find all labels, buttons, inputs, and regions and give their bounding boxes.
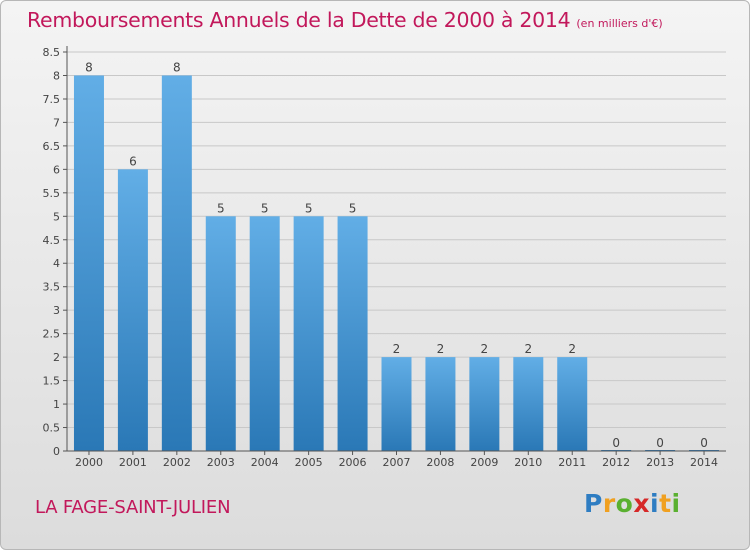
y-tick-label: 1 [53,398,60,411]
y-tick-label: 4 [53,257,60,270]
commune-name: LA FAGE-SAINT-JULIEN [35,497,231,518]
x-tick-label: 2002 [163,456,191,469]
proxiti-logo: Proxiti [584,489,681,518]
x-tick-label: 2014 [690,456,718,469]
data-label: 8 [85,60,93,74]
logo-letter: i [650,489,660,518]
bar [513,357,544,451]
y-tick-label: 2.5 [43,328,61,341]
logo-letter: P [584,489,603,518]
chart-title-block: Remboursements Annuels de la Dette de 20… [27,8,663,32]
y-tick-label: 7.5 [43,93,61,106]
data-label: 2 [524,342,532,356]
data-label: 8 [173,60,181,74]
y-tick-label: 6 [53,163,60,176]
x-tick-label: 2000 [75,456,103,469]
logo-letter: o [615,489,634,518]
logo-letter: t [659,489,672,518]
data-label: 2 [568,342,576,356]
y-tick-label: 0 [53,445,60,458]
bar [293,216,324,451]
data-label: 2 [481,342,489,356]
axes [63,46,726,455]
bar [161,75,192,452]
y-tick-label: 5.5 [43,187,61,200]
bar [205,216,236,451]
bar [425,357,456,451]
data-label: 6 [129,154,137,168]
bar [117,169,148,451]
data-label: 5 [261,201,269,215]
data-label: 5 [217,201,225,215]
y-tick-label: 6.5 [43,140,61,153]
bar [557,357,588,451]
x-tick-label: 2004 [251,456,279,469]
bar [469,357,500,451]
labels: 00.511.522.533.544.555.566.577.588.58200… [43,46,719,469]
x-tick-label: 2013 [646,456,674,469]
y-tick-label: 8 [53,69,60,82]
x-tick-label: 2012 [602,456,630,469]
y-tick-label: 4.5 [43,234,61,247]
y-tick-label: 0.5 [43,422,61,435]
data-label: 0 [656,436,664,450]
y-tick-label: 1.5 [43,375,61,388]
data-label: 0 [700,436,708,450]
y-tick-label: 3 [53,304,60,317]
y-tick-label: 3.5 [43,281,61,294]
x-tick-label: 2006 [339,456,367,469]
data-label: 2 [437,342,445,356]
x-tick-label: 2003 [207,456,235,469]
x-tick-label: 2011 [558,456,586,469]
y-tick-label: 5 [53,210,60,223]
logo-letter: x [633,489,650,518]
chart-unit: (en milliers d'€) [576,17,663,30]
bars [73,75,720,452]
bar [381,357,412,451]
x-tick-label: 2009 [470,456,498,469]
y-tick-label: 8.5 [43,46,61,59]
data-label: 2 [393,342,401,356]
logo-letter: r [602,489,616,518]
x-tick-label: 2008 [426,456,454,469]
data-label: 5 [305,201,313,215]
x-tick-label: 2001 [119,456,147,469]
x-tick-label: 2007 [383,456,411,469]
bar [73,75,104,452]
data-label: 0 [612,436,620,450]
y-tick-label: 7 [53,116,60,129]
logo-letter: i [671,489,681,518]
bar [337,216,368,451]
y-tick-label: 2 [53,351,60,364]
x-tick-label: 2005 [295,456,323,469]
x-tick-label: 2010 [514,456,542,469]
bar [249,216,280,451]
data-label: 5 [349,201,357,215]
chart-title: Remboursements Annuels de la Dette de 20… [27,8,571,32]
